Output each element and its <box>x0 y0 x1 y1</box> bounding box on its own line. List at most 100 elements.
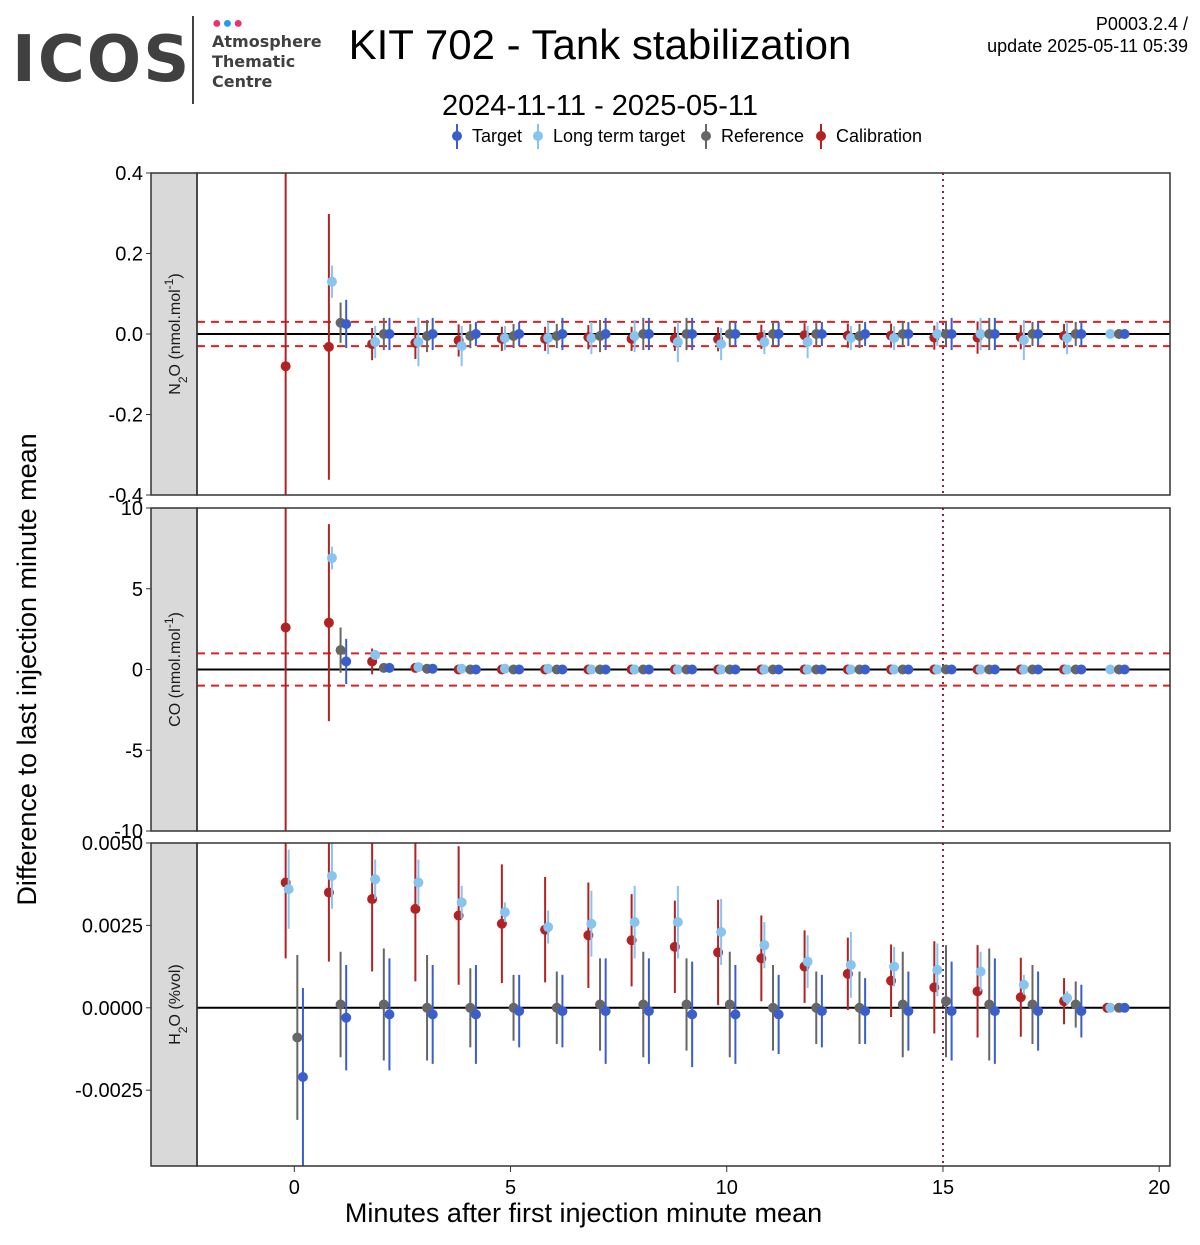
target-point <box>384 662 395 673</box>
long-term-target-point <box>716 339 727 350</box>
legend-key-point <box>452 131 462 141</box>
long-term-target-point <box>889 333 900 344</box>
legend-label: Long term target <box>553 126 685 146</box>
version-info: P0003.2.4 / update 2025-05-11 05:39 <box>987 14 1188 57</box>
long-term-target-point <box>932 964 943 975</box>
target-point <box>557 329 568 339</box>
chart-legend: Target Long term target Reference Calibrati… <box>452 124 922 149</box>
calibration-point <box>323 341 334 352</box>
long-term-target-point <box>499 907 510 918</box>
long-term-target-point <box>1105 1002 1116 1013</box>
y-tick-label: -10 <box>114 821 143 843</box>
long-term-target-point <box>413 877 424 888</box>
target-point <box>687 1009 698 1020</box>
long-term-target-point <box>326 276 337 287</box>
legend-key-point <box>701 131 711 141</box>
y-tick-label: -5 <box>125 740 143 762</box>
target-point <box>946 664 957 675</box>
reference-point <box>724 999 735 1010</box>
long-term-target-point <box>456 341 467 352</box>
logo-line-3: Centre <box>212 72 273 91</box>
long-term-target-point <box>975 664 986 675</box>
long-term-target-point <box>586 918 597 929</box>
target-point <box>470 664 481 675</box>
target-point <box>643 329 654 339</box>
long-term-target-point <box>802 337 813 348</box>
target-point <box>1033 664 1044 675</box>
reference-point <box>1027 999 1038 1010</box>
long-term-target-point <box>543 333 554 344</box>
long-term-target-point <box>672 664 683 675</box>
reference-point <box>638 999 649 1010</box>
target-point <box>903 1006 914 1017</box>
legend-item: Reference <box>701 124 804 149</box>
long-term-target-point <box>845 959 856 970</box>
target-point <box>989 1006 1000 1017</box>
target-point <box>427 663 438 674</box>
legend-label: Calibration <box>836 126 922 146</box>
target-point <box>816 329 827 339</box>
reference-point <box>335 999 346 1010</box>
long-term-target-point <box>1105 664 1116 675</box>
panel-border <box>196 172 1171 496</box>
target-point <box>687 664 698 675</box>
long-term-target-point <box>543 663 554 674</box>
reference-point <box>984 999 995 1010</box>
legend-key-point <box>816 131 826 141</box>
y-tick-label: 0 <box>132 660 143 682</box>
long-term-target-point <box>1018 335 1029 346</box>
target-point <box>989 329 1000 339</box>
reference-point <box>595 999 606 1010</box>
calibration-point <box>410 903 421 914</box>
long-term-target-point <box>845 333 856 344</box>
target-point <box>860 664 871 675</box>
target-point <box>1119 664 1130 675</box>
reference-point <box>378 999 389 1010</box>
calibration-point <box>323 617 334 628</box>
target-point <box>860 329 871 339</box>
target-point <box>860 1006 871 1017</box>
logo-wordmark: ICOS <box>12 23 192 97</box>
target-point <box>946 1006 957 1017</box>
target-point <box>1076 1006 1087 1017</box>
long-term-target-point <box>1062 992 1073 1003</box>
panel-data <box>197 173 1170 495</box>
long-term-target-point <box>629 664 640 675</box>
long-term-target-point <box>413 662 424 673</box>
target-point <box>341 656 352 667</box>
target-point <box>1119 1002 1130 1013</box>
y-tick-label: -0.4 <box>109 485 143 507</box>
long-term-target-point <box>1018 664 1029 675</box>
legend-item: Calibration <box>816 124 922 149</box>
version-line-2: update 2025-05-11 05:39 <box>987 35 1188 56</box>
reference-point <box>422 1002 433 1013</box>
target-point <box>427 329 438 339</box>
logo-divider <box>192 16 194 104</box>
legend-label: Target <box>472 126 522 146</box>
long-term-target-point <box>975 966 986 977</box>
panel-strip-label: N2O (nmol.mol-1) <box>162 273 190 394</box>
reference-point <box>335 645 346 656</box>
reference-point <box>681 999 692 1010</box>
long-term-target-point <box>932 664 943 675</box>
target-point <box>816 664 827 675</box>
logo-line-1: Atmosphere <box>212 32 322 51</box>
legend-key-point <box>533 131 543 141</box>
target-point <box>427 1009 438 1020</box>
target-point <box>514 329 525 339</box>
long-term-target-point <box>456 663 467 674</box>
long-term-target-point <box>629 331 640 342</box>
target-point <box>816 1006 827 1017</box>
x-tick-label: 20 <box>1148 1177 1170 1199</box>
long-term-target-point <box>456 897 467 908</box>
long-term-target-point <box>1062 333 1073 344</box>
long-term-target-point <box>1105 329 1116 339</box>
target-point <box>514 1006 525 1017</box>
panel-border <box>196 507 1171 832</box>
target-point <box>903 329 914 339</box>
long-term-target-point <box>672 337 683 348</box>
reference-point <box>940 996 951 1007</box>
logo-dots-icon: ●●● <box>212 15 245 32</box>
x-tick-label: 0 <box>289 1177 300 1199</box>
long-term-target-point <box>326 553 337 564</box>
